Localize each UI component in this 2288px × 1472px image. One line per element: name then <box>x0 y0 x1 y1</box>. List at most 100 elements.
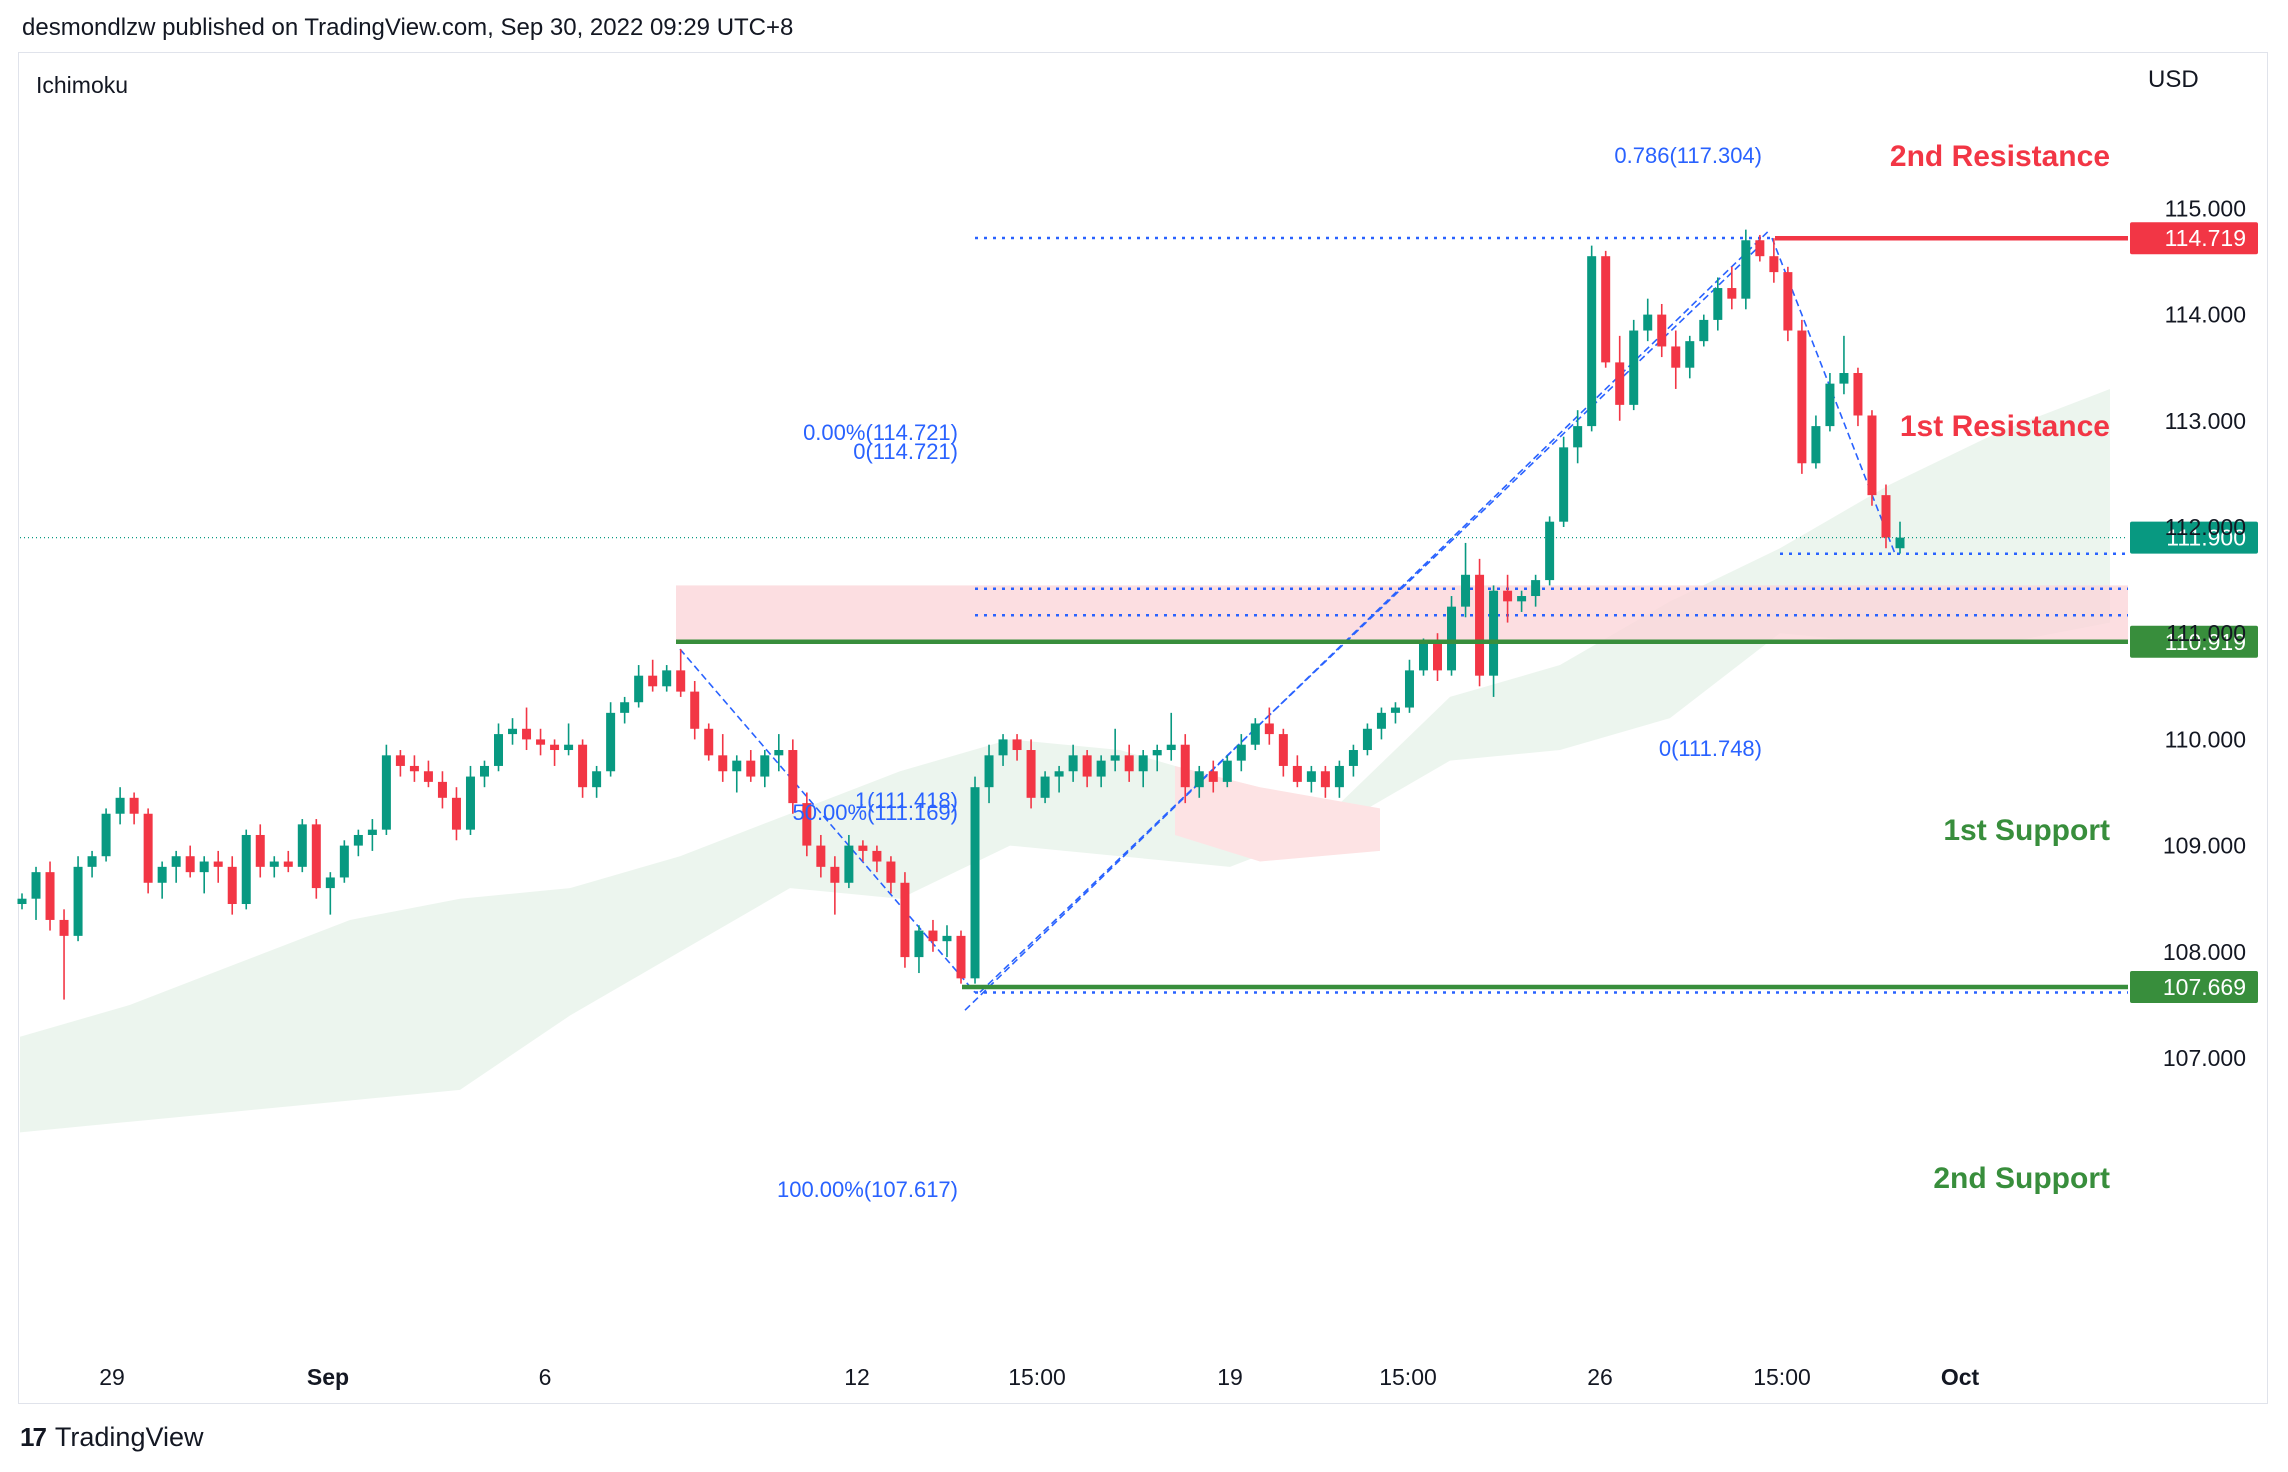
candle-body <box>199 861 209 873</box>
candle <box>1236 734 1246 772</box>
candle-body <box>522 728 532 740</box>
candle-body <box>1713 288 1723 320</box>
tag-first-support-bg <box>2130 625 2258 658</box>
candle <box>662 665 672 692</box>
candle-body <box>59 919 69 936</box>
candle-body <box>844 845 854 883</box>
candle-body <box>998 739 1008 756</box>
candle <box>1250 718 1260 751</box>
candle <box>367 819 377 851</box>
fib-pct100-label: 100.00%(107.617) <box>777 1177 958 1202</box>
candle-body <box>942 935 952 942</box>
candle <box>998 734 1008 766</box>
candle-body <box>1769 256 1779 273</box>
axis-top-mask <box>2130 74 2258 110</box>
candle <box>970 776 980 984</box>
candles <box>17 229 1905 1000</box>
y-tick-label: 109.000 <box>2163 833 2246 859</box>
candle-body <box>1741 240 1751 299</box>
currency-label[interactable]: USD <box>2148 66 2199 93</box>
candle <box>578 739 588 798</box>
candle <box>1727 266 1737 310</box>
candle-body <box>1418 643 1428 671</box>
candle-body <box>423 771 433 782</box>
candle <box>1068 744 1078 782</box>
candle-body <box>353 834 363 846</box>
candle-body <box>760 755 770 777</box>
candle-body <box>620 702 630 713</box>
candle <box>1657 303 1667 358</box>
candle-body <box>1348 750 1358 766</box>
candle <box>956 930 966 984</box>
candle <box>1278 728 1288 777</box>
candle-body <box>1040 776 1050 798</box>
tradingview-logo-icon[interactable]: 17 <box>20 1422 47 1452</box>
candle <box>1222 755 1232 788</box>
candle-body <box>437 781 447 798</box>
candle <box>1264 707 1274 745</box>
candle-body <box>1503 590 1513 602</box>
candle-body <box>1026 750 1036 798</box>
candle <box>1418 638 1428 676</box>
candle <box>1334 760 1344 798</box>
candle-body <box>1825 383 1835 427</box>
x-tick-label: 26 <box>1587 1364 1613 1390</box>
candle <box>423 760 433 788</box>
candle-body <box>73 866 83 936</box>
second-support-label: 2nd Support <box>1933 1162 2110 1195</box>
candle <box>690 680 700 740</box>
candle-body <box>508 728 518 735</box>
candle-body <box>1657 314 1667 347</box>
candle <box>1867 410 1877 506</box>
candle-body <box>592 771 602 788</box>
candle-body <box>1489 590 1499 676</box>
candle <box>1629 319 1639 411</box>
candle-body <box>1222 760 1232 782</box>
candle-body <box>690 691 700 729</box>
candle <box>1194 765 1204 798</box>
candle <box>1783 266 1793 342</box>
x-tick-label: 19 <box>1217 1364 1243 1390</box>
candle <box>129 792 139 825</box>
candle-body <box>185 856 195 873</box>
second-resistance-label: 2nd Resistance <box>1890 140 2110 173</box>
candle-body <box>858 845 868 851</box>
candle <box>381 744 391 835</box>
candle <box>1292 755 1302 788</box>
candle <box>816 834 826 878</box>
candle-body <box>395 755 405 766</box>
fib-pct0-label: 0.00%(114.721) <box>803 420 958 445</box>
candle-body <box>1559 447 1569 522</box>
candle-body <box>956 935 966 979</box>
candle-body <box>718 755 728 772</box>
candle-body <box>17 898 27 905</box>
candle <box>802 792 812 857</box>
x-tick-label: 6 <box>539 1364 552 1390</box>
candle <box>1110 728 1120 772</box>
candle <box>942 925 952 958</box>
candle <box>1040 771 1050 804</box>
footer-brand[interactable]: TradingView <box>54 1422 204 1452</box>
candle <box>1587 245 1597 432</box>
candle <box>1180 734 1190 804</box>
indicator-name[interactable]: Ichimoku <box>36 72 129 98</box>
candle-body <box>1727 288 1737 299</box>
candle-body <box>1783 272 1793 331</box>
candle <box>1517 590 1527 612</box>
candle-body <box>1194 771 1204 788</box>
candle <box>1797 319 1807 474</box>
candle <box>1152 744 1162 772</box>
candle-body <box>1629 330 1639 405</box>
tag-first-support: 110.919 <box>2130 625 2258 658</box>
tag-first-resistance-value: 114.719 <box>2165 225 2246 251</box>
candle-body <box>1012 739 1022 751</box>
cloud-red <box>1175 765 1380 862</box>
candle-body <box>1362 728 1372 751</box>
candle-body <box>479 765 489 777</box>
candle <box>1306 765 1316 793</box>
candle-body <box>1292 765 1302 782</box>
candle-body <box>550 744 560 751</box>
candle <box>325 872 335 915</box>
x-tick-label: 15:00 <box>1753 1364 1811 1390</box>
